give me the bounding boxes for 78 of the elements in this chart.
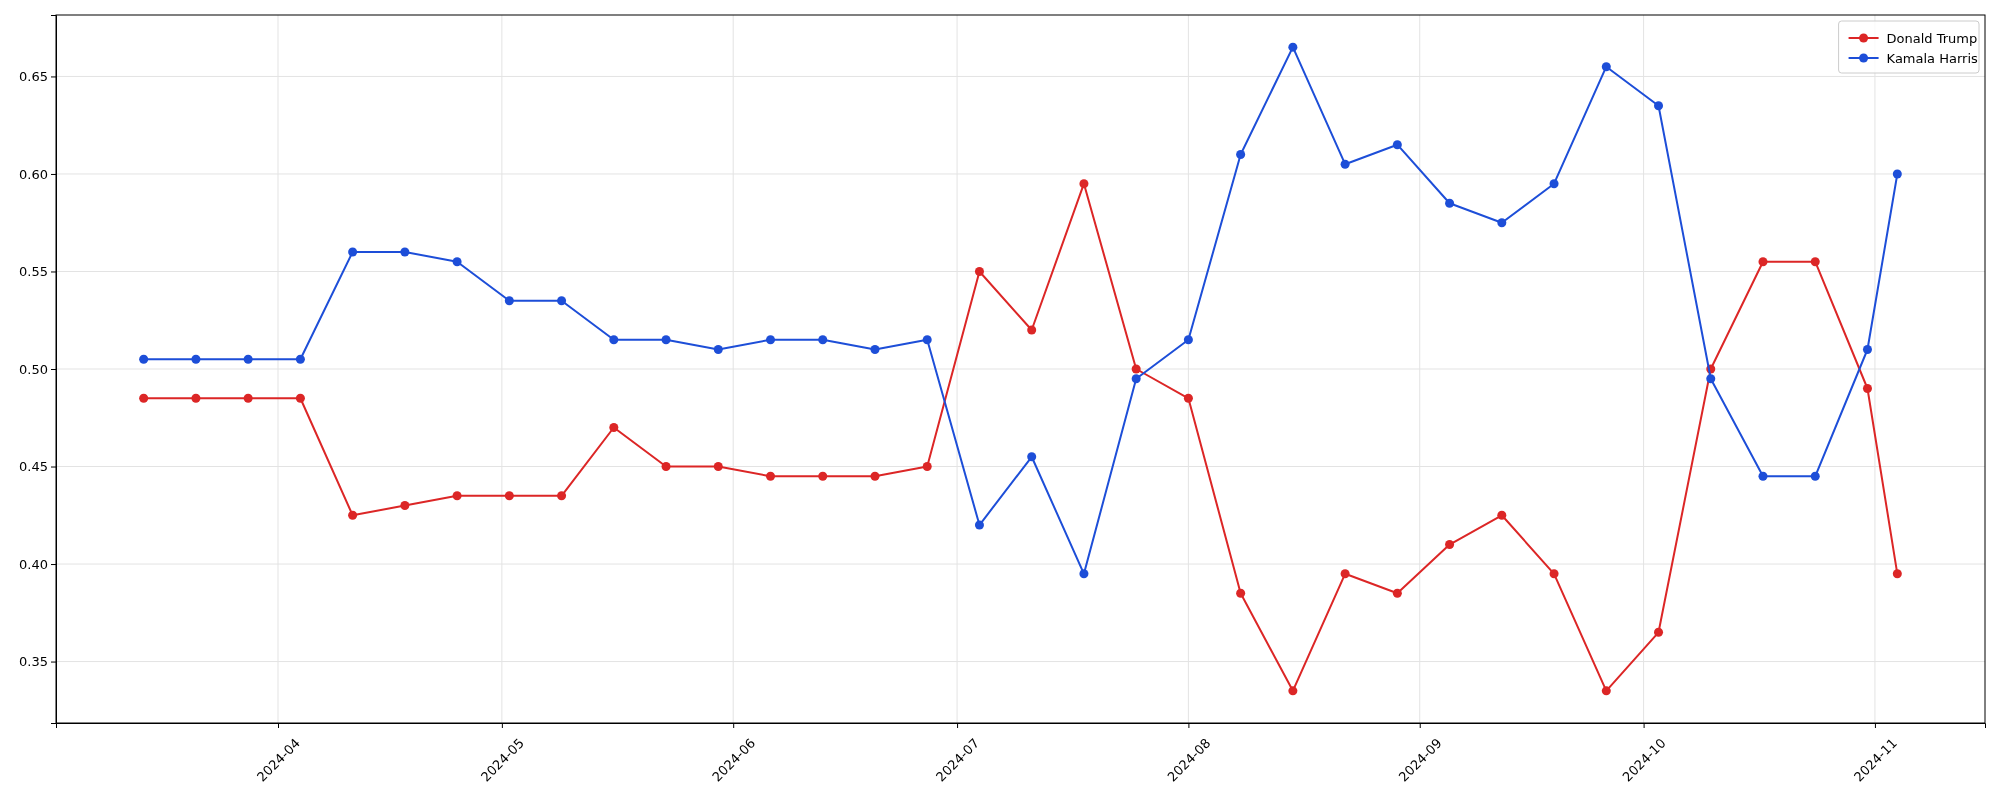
- point: [1392, 140, 1402, 150]
- point: [974, 266, 984, 276]
- point: [661, 462, 671, 472]
- point: [1654, 101, 1664, 111]
- point: [1862, 344, 1872, 354]
- point: [400, 501, 410, 511]
- point: [1549, 179, 1559, 189]
- point: [1758, 257, 1768, 267]
- point: [1758, 471, 1768, 481]
- point: [400, 247, 410, 257]
- point: [1706, 374, 1716, 384]
- point: [1079, 179, 1089, 189]
- point: [870, 344, 880, 354]
- point: [713, 344, 723, 354]
- legend-label: Donald Trump: [1886, 30, 1978, 46]
- point: [504, 491, 514, 501]
- point: [557, 296, 567, 306]
- y-tick-label: 0.45: [19, 459, 48, 475]
- point: [922, 335, 932, 345]
- point: [243, 354, 253, 364]
- point: [1392, 588, 1402, 598]
- point: [1340, 159, 1350, 169]
- point: [348, 247, 358, 257]
- point: [557, 491, 567, 501]
- y-tick-label: 0.35: [19, 654, 48, 670]
- point: [1892, 569, 1902, 579]
- point: [1027, 325, 1037, 335]
- point: [139, 393, 149, 403]
- point: [1497, 510, 1507, 520]
- point: [191, 393, 201, 403]
- point: [1810, 257, 1820, 267]
- point: [1131, 364, 1141, 374]
- point: [661, 335, 671, 345]
- point: [1862, 384, 1872, 394]
- point: [609, 423, 619, 433]
- y-tick-label: 0.65: [19, 69, 48, 85]
- point: [1892, 169, 1902, 179]
- point: [1183, 393, 1193, 403]
- point: [1027, 452, 1037, 462]
- point: [766, 335, 776, 345]
- point: [1183, 335, 1193, 345]
- point: [1549, 569, 1559, 579]
- point: [766, 471, 776, 481]
- point: [1601, 686, 1611, 696]
- point: [1131, 374, 1141, 384]
- point: [713, 462, 723, 472]
- point: [1445, 198, 1455, 208]
- point: [974, 520, 984, 530]
- point: [1497, 218, 1507, 228]
- point: [295, 393, 305, 403]
- point: [1445, 540, 1455, 550]
- point: [1810, 471, 1820, 481]
- point: [295, 354, 305, 364]
- point: [922, 462, 932, 472]
- point: [1079, 569, 1089, 579]
- point: [504, 296, 514, 306]
- point: [1340, 569, 1350, 579]
- point: [609, 335, 619, 345]
- point: [818, 471, 828, 481]
- point: [1288, 686, 1298, 696]
- point: [348, 510, 358, 520]
- point: [139, 354, 149, 364]
- point: [1288, 42, 1298, 52]
- point: [1601, 62, 1611, 72]
- point: [452, 491, 462, 501]
- point: [1654, 627, 1664, 637]
- y-tick-label: 0.60: [19, 166, 48, 182]
- point: [1236, 588, 1246, 598]
- point: [818, 335, 828, 345]
- point: [1236, 149, 1246, 159]
- point: [243, 393, 253, 403]
- point: [452, 257, 462, 267]
- y-tick-label: 0.40: [19, 556, 48, 572]
- y-tick-label: 0.55: [19, 264, 48, 280]
- point: [870, 471, 880, 481]
- point: [191, 354, 201, 364]
- legend-label: Kamala Harris: [1886, 50, 1978, 66]
- y-tick-label: 0.50: [19, 361, 48, 377]
